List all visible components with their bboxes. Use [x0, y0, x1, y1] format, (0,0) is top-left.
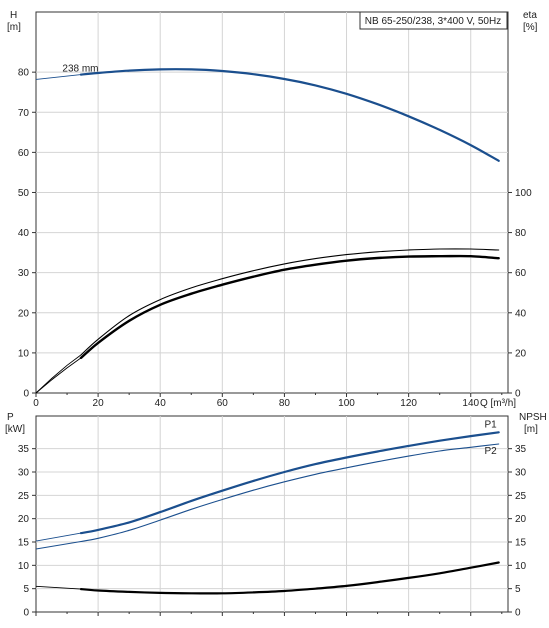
x-tick-label: 60	[217, 398, 229, 409]
x-tick-label: 120	[400, 398, 417, 409]
upper-right-tick-label: 60	[515, 268, 527, 279]
chart-title: NB 65-250/238, 3*400 V, 50Hz	[365, 16, 501, 27]
x-axis-title: Q [m³/h]	[480, 398, 516, 409]
lower-curve-0-extension	[35, 532, 82, 542]
upper-left-tick-label: 80	[18, 68, 30, 79]
right-axis-unit: [%]	[523, 22, 538, 33]
upper-left-tick-label: 60	[18, 148, 30, 159]
upper-left-tick-label: 0	[23, 389, 29, 400]
lower-curve-1-extension	[35, 541, 82, 550]
x-tick-label: 20	[93, 398, 105, 409]
lower-right-tick-label: 35	[515, 444, 527, 455]
upper-right-tick-label: 0	[515, 389, 521, 400]
left-axis-title: H	[10, 10, 17, 21]
lower-left-tick-label: 10	[18, 561, 30, 572]
lower-right-axis-title: NPSH	[519, 412, 547, 423]
lower-curve-2-extension	[35, 585, 82, 590]
upper-curve-0	[79, 68, 500, 162]
x-tick-label: 140	[462, 398, 479, 409]
x-tick-label: 0	[33, 398, 39, 409]
upper-plot-frame	[35, 11, 509, 394]
upper-left-tick-label: 10	[18, 348, 30, 359]
lower-right-tick-label: 25	[515, 491, 527, 502]
upper-curve-0-extension	[35, 74, 82, 80]
upper-left-tick-label: 40	[18, 228, 30, 239]
x-tick-label: 100	[338, 398, 355, 409]
lower-left-tick-label: 30	[18, 468, 30, 479]
lower-left-tick-label: 15	[18, 538, 30, 549]
lower-left-tick-label: 35	[18, 444, 30, 455]
lower-curve-2	[79, 561, 500, 595]
upper-right-tick-label: 40	[515, 308, 527, 319]
lower-right-tick-label: 10	[515, 561, 527, 572]
upper-left-tick-label: 50	[18, 188, 30, 199]
upper-right-tick-label: 80	[515, 228, 527, 239]
upper-right-tick-label: 100	[515, 188, 532, 199]
lower-left-axis-unit: [kW]	[5, 424, 25, 435]
upper-left-tick-label: 30	[18, 268, 30, 279]
lower-right-tick-label: 30	[515, 468, 527, 479]
lower-left-tick-label: 25	[18, 491, 30, 502]
lower-curve-0	[79, 431, 500, 535]
right-axis-title: eta	[523, 10, 537, 21]
x-tick-label: 80	[279, 398, 291, 409]
upper-curve-2	[80, 248, 500, 356]
lower-left-tick-label: 0	[23, 608, 29, 619]
curve-label-P1: P1	[484, 419, 497, 430]
upper-curve-2-extension	[35, 354, 82, 394]
lower-right-tick-label: 5	[515, 584, 521, 595]
upper-right-tick-label: 20	[515, 348, 527, 359]
curve-label-238-mm: 238 mm	[62, 64, 98, 75]
title-box	[359, 11, 508, 30]
lower-plot-frame	[35, 415, 509, 613]
upper-left-tick-label: 20	[18, 308, 30, 319]
lower-curve-1	[80, 443, 500, 543]
lower-left-tick-label: 5	[23, 584, 29, 595]
left-axis-unit: [m]	[7, 22, 21, 33]
lower-right-tick-label: 20	[515, 514, 527, 525]
curve-label-P2: P2	[484, 446, 497, 457]
upper-curve-1	[79, 254, 500, 360]
lower-left-tick-label: 20	[18, 514, 30, 525]
lower-right-tick-label: 0	[515, 608, 521, 619]
lower-right-axis-unit: [m]	[524, 424, 538, 435]
upper-curve-1-extension	[35, 357, 82, 394]
lower-left-axis-title: P	[7, 412, 14, 423]
x-tick-label: 40	[155, 398, 167, 409]
upper-left-tick-label: 70	[18, 108, 30, 119]
lower-right-tick-label: 15	[515, 538, 527, 549]
